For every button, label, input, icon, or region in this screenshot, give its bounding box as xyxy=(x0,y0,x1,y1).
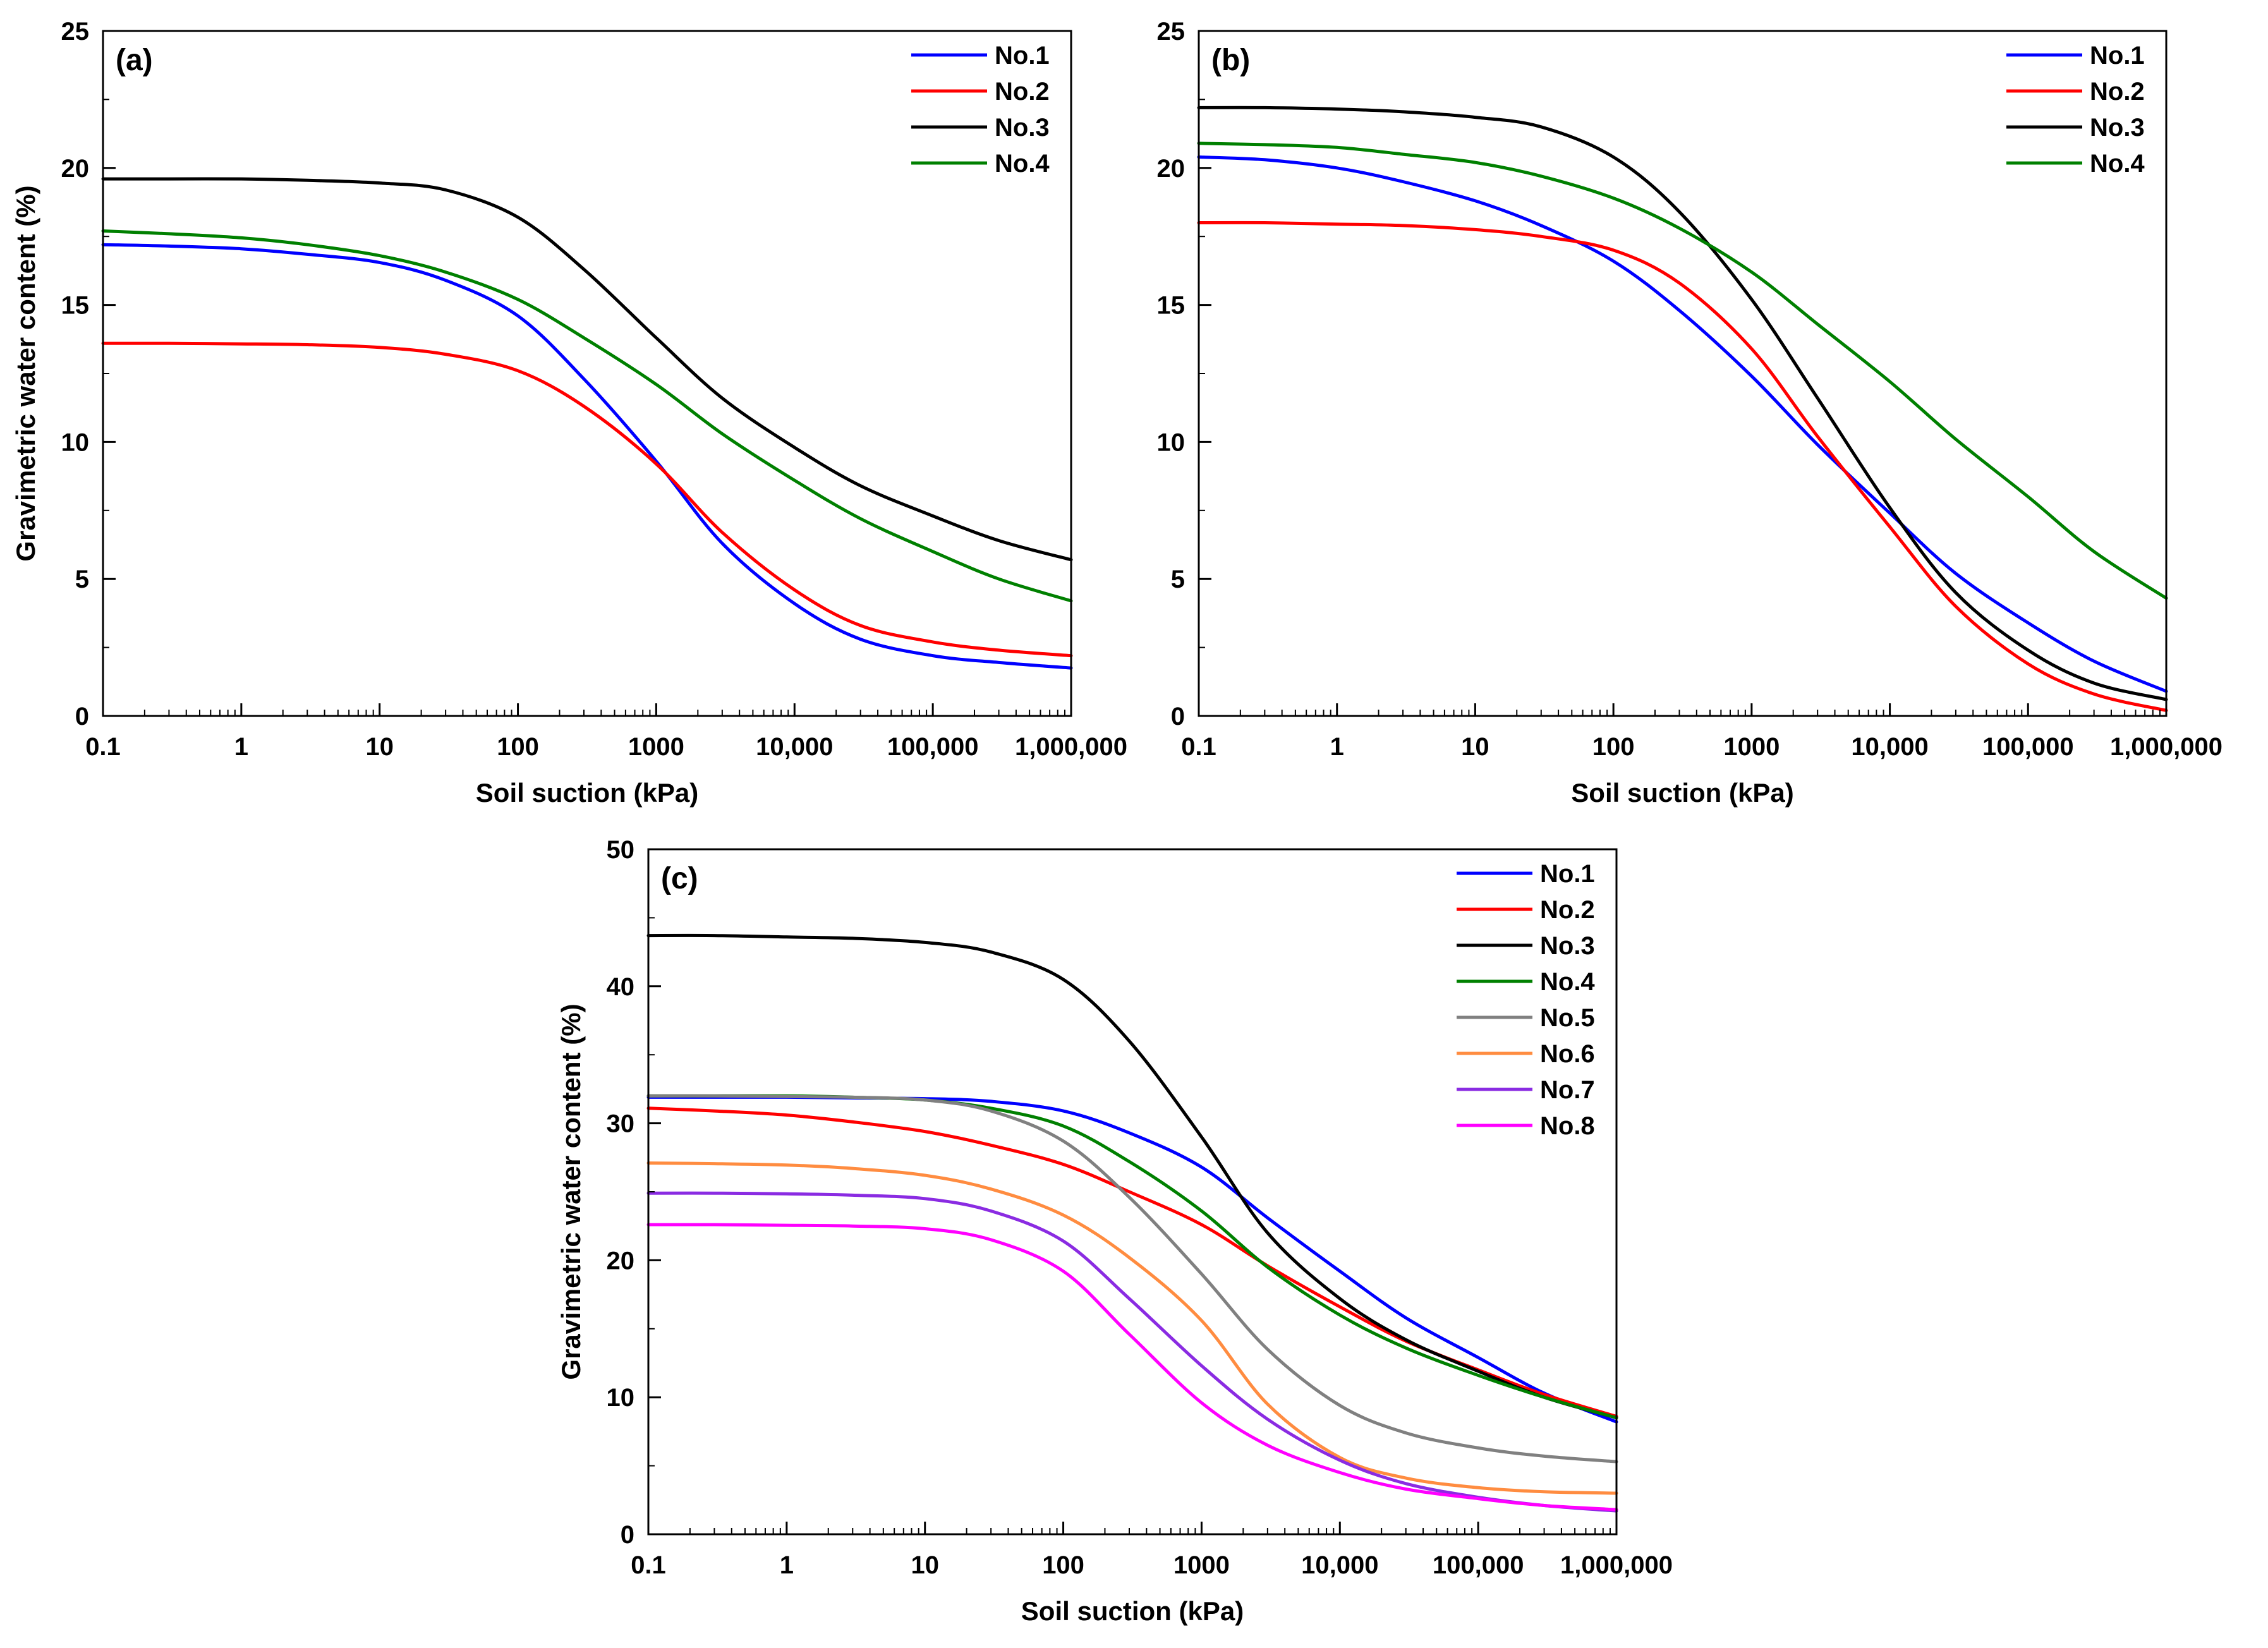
x-tick-label: 1,000,000 xyxy=(1015,733,1127,761)
plot-frame xyxy=(1198,30,2168,717)
x-tick-label: 1 xyxy=(1330,733,1344,761)
x-tick-label: 1,000,000 xyxy=(2110,733,2223,761)
x-tick-label: 10 xyxy=(365,733,394,761)
series-line-no-4 xyxy=(1197,142,2168,600)
y-tick-label: 0 xyxy=(1171,703,1185,730)
x-tick-label: 100,000 xyxy=(1982,733,2074,761)
x-tick-label: 10 xyxy=(1461,733,1489,761)
panel-label: (c) xyxy=(661,862,698,895)
y-tick-label: 5 xyxy=(75,566,89,593)
x-tick-label: 0.1 xyxy=(631,1551,666,1579)
series-line-no-2 xyxy=(646,1106,1618,1419)
legend-label: No.4 xyxy=(2090,150,2145,178)
y-tick-label: 0 xyxy=(621,1521,634,1549)
legend-label: No.4 xyxy=(1540,968,1595,996)
legend-label: No.3 xyxy=(995,114,1050,142)
x-tick-label: 100 xyxy=(1042,1551,1084,1579)
x-tick-label: 10,000 xyxy=(1301,1551,1378,1579)
x-tick-label: 10,000 xyxy=(756,733,833,761)
y-tick-label: 20 xyxy=(607,1247,635,1275)
x-tick-label: 100 xyxy=(1592,733,1635,761)
x-axis-title: Soil suction (kPa) xyxy=(476,778,698,808)
chart-panel-b: 0.1 1 10 100 1000 10,000 100,000 1,000,000 0 5 10 1… xyxy=(1157,18,2223,808)
panel-label: (a) xyxy=(116,44,153,77)
x-tick-label: 1000 xyxy=(1173,1551,1230,1579)
legend-label: No.6 xyxy=(1540,1040,1595,1068)
x-axis-title: Soil suction (kPa) xyxy=(1571,778,1793,808)
y-axis-title: Gravimetric water content (%) xyxy=(11,185,40,561)
y-axis-title: Gravimetric water content (%) xyxy=(556,1003,586,1379)
x-tick-label: 1000 xyxy=(1723,733,1780,761)
series-line-no-4 xyxy=(101,229,1073,603)
legend-label: No.1 xyxy=(2090,42,2145,70)
x-tick-label: 1,000,000 xyxy=(1560,1551,1673,1579)
x-tick-label: 100,000 xyxy=(1433,1551,1524,1579)
series-line-no-6 xyxy=(646,1161,1618,1495)
x-tick-label: 1 xyxy=(234,733,248,761)
series-line-no-3 xyxy=(646,933,1618,1420)
legend-label: No.1 xyxy=(1540,860,1595,888)
panel-label: (b) xyxy=(1211,44,1250,77)
legend-label: No.2 xyxy=(995,78,1050,106)
y-tick-label: 30 xyxy=(607,1110,635,1138)
y-tick-label: 20 xyxy=(1157,155,1186,183)
x-axis-title: Soil suction (kPa) xyxy=(1021,1596,1244,1626)
y-tick-label: 40 xyxy=(607,973,635,1001)
x-tick-label: 0.1 xyxy=(85,733,121,761)
plot-frame xyxy=(102,30,1072,717)
chart-panel-a: 0.1 1 10 100 1000 10,000 100,000 1,000,000 0 5 10 1… xyxy=(11,18,1127,808)
legend-label: No.8 xyxy=(1540,1112,1595,1140)
y-tick-label: 0 xyxy=(75,703,89,730)
y-tick-label: 20 xyxy=(61,155,90,183)
y-tick-label: 10 xyxy=(607,1384,635,1412)
y-tick-label: 50 xyxy=(607,836,635,864)
legend-label: No.2 xyxy=(1540,896,1595,924)
legend-label: No.4 xyxy=(995,150,1050,178)
series-line-no-8 xyxy=(646,1223,1618,1512)
x-tick-label: 1 xyxy=(780,1551,794,1579)
series-line-no-7 xyxy=(646,1191,1618,1513)
x-tick-label: 100 xyxy=(497,733,539,761)
legend-label: No.2 xyxy=(2090,78,2145,106)
series-line-no-3 xyxy=(101,177,1073,562)
y-tick-label: 15 xyxy=(61,292,90,320)
series-line-no-1 xyxy=(1197,155,2168,693)
y-tick-label: 10 xyxy=(1157,428,1186,456)
legend-label: No.1 xyxy=(995,42,1050,70)
legend-label: No.5 xyxy=(1540,1004,1595,1032)
legend-label: No.3 xyxy=(2090,114,2145,142)
x-tick-label: 10,000 xyxy=(1851,733,1928,761)
series-line-no-3 xyxy=(1197,106,2168,701)
y-tick-label: 10 xyxy=(61,428,90,456)
y-tick-label: 25 xyxy=(1157,18,1186,45)
legend-label: No.3 xyxy=(1540,932,1595,960)
x-tick-label: 100,000 xyxy=(887,733,979,761)
y-tick-label: 25 xyxy=(61,18,90,45)
legend-label: No.7 xyxy=(1540,1076,1595,1104)
series-line-no-1 xyxy=(101,243,1073,670)
x-tick-label: 0.1 xyxy=(1181,733,1216,761)
chart-panel-c: 0.1 1 10 100 1000 10,000 100,000 1,000,000 0 10 20… xyxy=(556,836,1673,1626)
series-line-no-2 xyxy=(101,341,1073,658)
x-tick-label: 1000 xyxy=(628,733,684,761)
y-tick-label: 5 xyxy=(1171,566,1185,593)
series-line-no-5 xyxy=(646,1094,1618,1463)
x-tick-label: 10 xyxy=(911,1551,939,1579)
series-line-no-2 xyxy=(1197,221,2168,712)
y-tick-label: 15 xyxy=(1157,292,1186,320)
